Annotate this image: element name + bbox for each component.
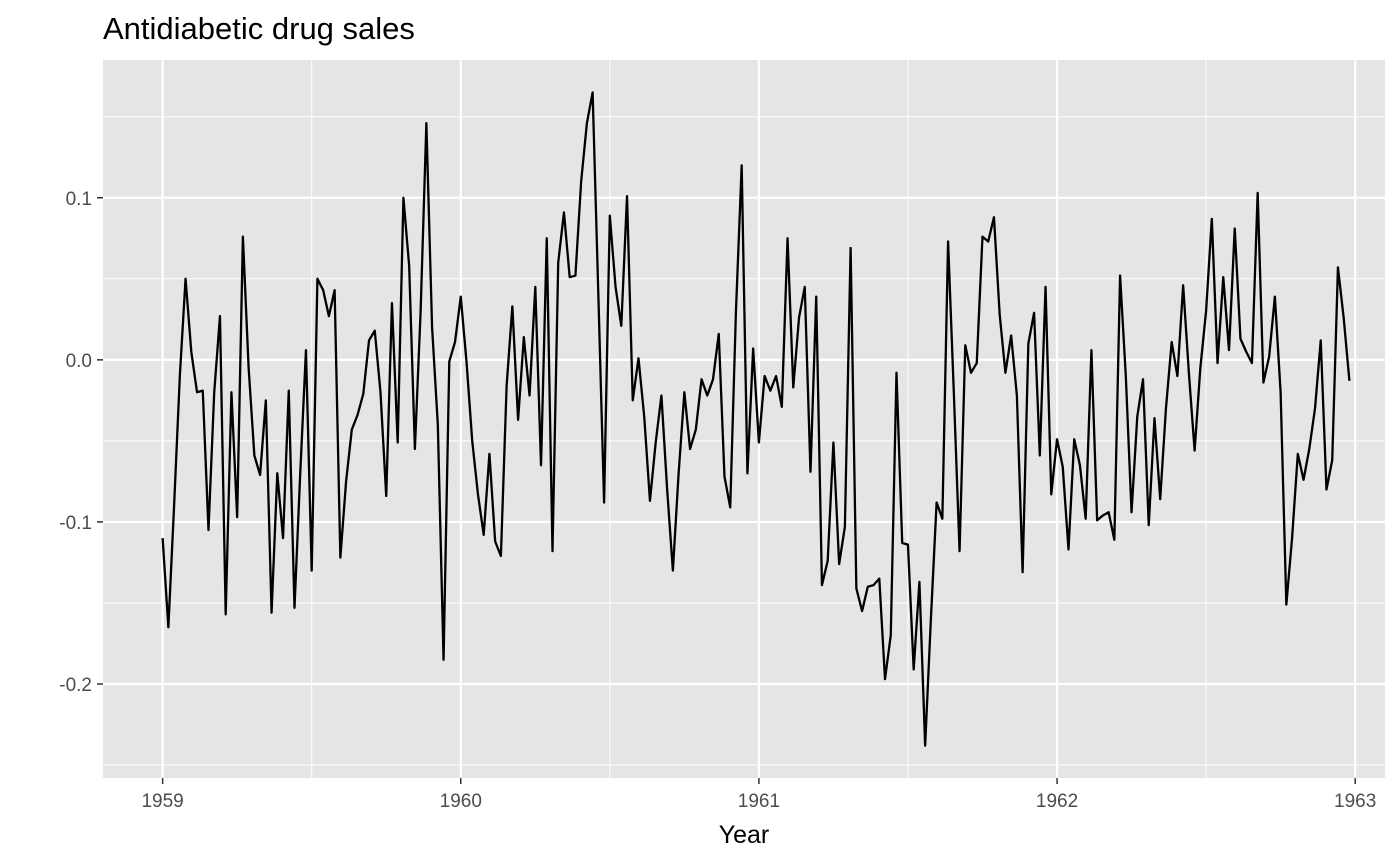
plot-panel: [103, 60, 1385, 778]
series-line: [161, 91, 1351, 747]
grid-major-x: [161, 60, 1357, 778]
y-axis: 0.1 0.0 -0.1 -0.2: [59, 189, 103, 696]
x-tick-label: 1962: [1036, 791, 1078, 812]
y-tick-label: 0.1: [66, 189, 92, 210]
x-tick-label: 1961: [738, 791, 780, 812]
x-tick-label: 1963: [1334, 791, 1376, 812]
x-axis-title: Year: [719, 821, 770, 849]
y-tick-label: -0.2: [59, 675, 92, 696]
chart-title: Antidiabetic drug sales: [103, 11, 415, 46]
x-tick-label: 1959: [141, 791, 183, 812]
y-tick-label: 0.0: [66, 351, 92, 372]
x-tick-label: 1960: [440, 791, 482, 812]
y-tick-label: -0.1: [59, 513, 92, 534]
grid-minor-x: [311, 60, 1207, 778]
x-axis: 1959 1960 1961 1962 1963: [141, 778, 1376, 812]
